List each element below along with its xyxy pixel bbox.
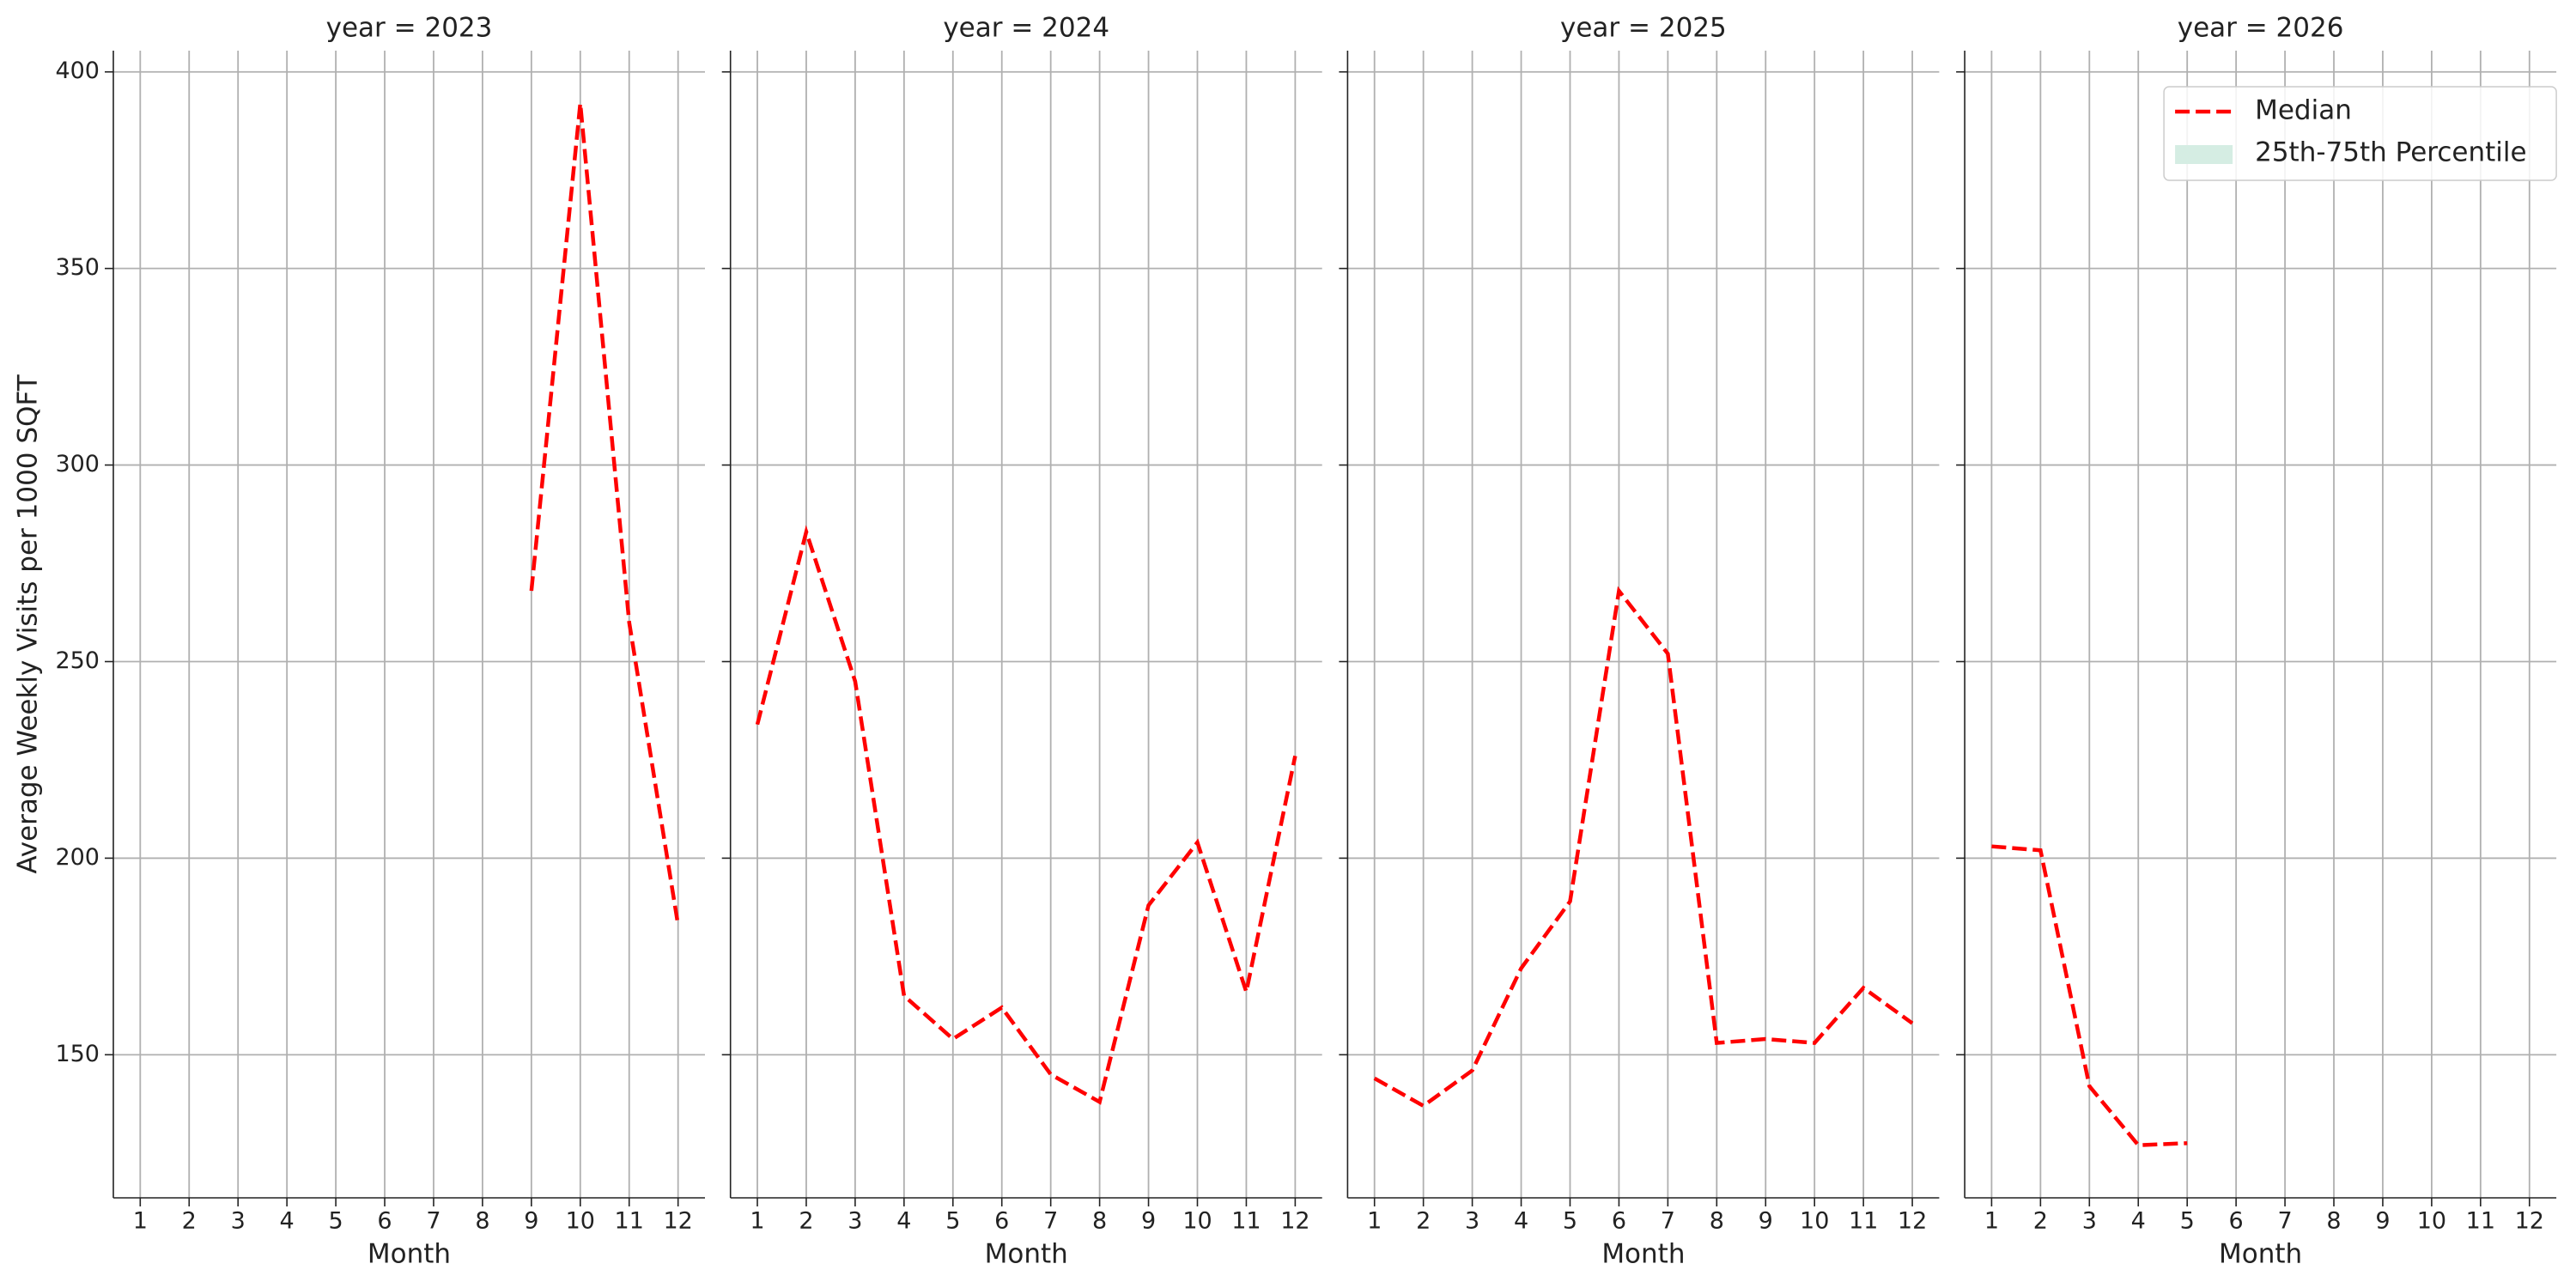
panel-title: year = 2026 <box>2178 13 2344 44</box>
x-tick-label: 5 <box>945 1208 960 1235</box>
median-line <box>529 103 680 926</box>
median-line <box>755 525 1297 1105</box>
x-tick-label: 1 <box>1367 1208 1382 1235</box>
x-tick-label: 10 <box>566 1208 595 1235</box>
x-tick-label: 9 <box>2375 1208 2390 1235</box>
x-tick-label: 2 <box>799 1208 813 1235</box>
y-tick-label: 300 <box>55 451 100 477</box>
x-tick-label: 6 <box>994 1208 1009 1235</box>
legend-label: 25th-75th Percentile <box>2255 137 2526 168</box>
x-tick-label: 12 <box>1280 1208 1309 1235</box>
x-tick-label: 11 <box>2466 1208 2495 1235</box>
x-tick-label: 10 <box>2417 1208 2446 1235</box>
x-tick-label: 10 <box>1800 1208 1829 1235</box>
x-tick-label: 6 <box>2229 1208 2244 1235</box>
y-tick-label: 150 <box>55 1041 100 1067</box>
x-tick-label: 2 <box>1416 1208 1431 1235</box>
y-tick-label: 250 <box>55 647 100 674</box>
x-tick-label: 11 <box>615 1208 644 1235</box>
x-tick-label: 3 <box>231 1208 246 1235</box>
x-tick-label: 6 <box>1612 1208 1626 1235</box>
x-tick-label: 3 <box>2082 1208 2097 1235</box>
y-tick-label: 400 <box>55 58 100 84</box>
x-tick-label: 4 <box>2131 1208 2146 1235</box>
x-axis-label: Month <box>2219 1239 2302 1270</box>
x-tick-label: 1 <box>133 1208 148 1235</box>
y-tick-label: 200 <box>55 844 100 871</box>
legend-box <box>2163 86 2557 181</box>
y-axis-label: Average Weekly Visits per 1000 SQFT <box>13 374 44 873</box>
x-tick-label: 7 <box>426 1208 440 1235</box>
x-tick-label: 3 <box>848 1208 862 1235</box>
x-tick-label: 10 <box>1182 1208 1212 1235</box>
x-tick-label: 7 <box>2277 1208 2292 1235</box>
x-tick-label: 9 <box>1141 1208 1156 1235</box>
x-tick-label: 5 <box>328 1208 343 1235</box>
x-tick-label: 12 <box>1898 1208 1927 1235</box>
x-tick-label: 4 <box>1514 1208 1528 1235</box>
x-tick-label: 5 <box>1563 1208 1577 1235</box>
x-tick-label: 1 <box>750 1208 764 1235</box>
x-tick-label: 12 <box>664 1208 693 1235</box>
x-tick-label: 12 <box>2515 1208 2544 1235</box>
x-tick-label: 7 <box>1043 1208 1058 1235</box>
legend-label: Median <box>2255 95 2352 126</box>
x-axis-label: Month <box>1601 1239 1685 1270</box>
x-tick-label: 11 <box>1849 1208 1878 1235</box>
x-tick-label: 9 <box>1759 1208 1773 1235</box>
x-tick-label: 1 <box>1984 1208 1999 1235</box>
x-tick-label: 3 <box>1465 1208 1479 1235</box>
panel-title: year = 2023 <box>326 13 493 44</box>
x-tick-label: 11 <box>1231 1208 1261 1235</box>
x-axis-label: Month <box>985 1239 1068 1270</box>
x-axis-label: Month <box>368 1239 451 1270</box>
x-tick-label: 8 <box>2326 1208 2341 1235</box>
panel-title: year = 2024 <box>943 13 1109 44</box>
x-tick-label: 8 <box>1710 1208 1724 1235</box>
x-tick-label: 5 <box>2180 1208 2195 1235</box>
legend-swatch <box>2175 145 2233 164</box>
x-tick-label: 7 <box>1661 1208 1675 1235</box>
x-tick-label: 4 <box>280 1208 295 1235</box>
y-tick-label: 350 <box>55 254 100 281</box>
x-tick-label: 6 <box>377 1208 392 1235</box>
panel-title: year = 2025 <box>1560 13 1727 44</box>
x-tick-label: 8 <box>1092 1208 1107 1235</box>
x-tick-label: 2 <box>2033 1208 2048 1235</box>
median-line <box>1991 844 2188 1147</box>
x-tick-label: 4 <box>896 1208 911 1235</box>
median-line <box>1373 586 1914 1109</box>
x-tick-label: 2 <box>182 1208 197 1235</box>
x-tick-label: 9 <box>524 1208 538 1235</box>
x-tick-label: 8 <box>475 1208 489 1235</box>
